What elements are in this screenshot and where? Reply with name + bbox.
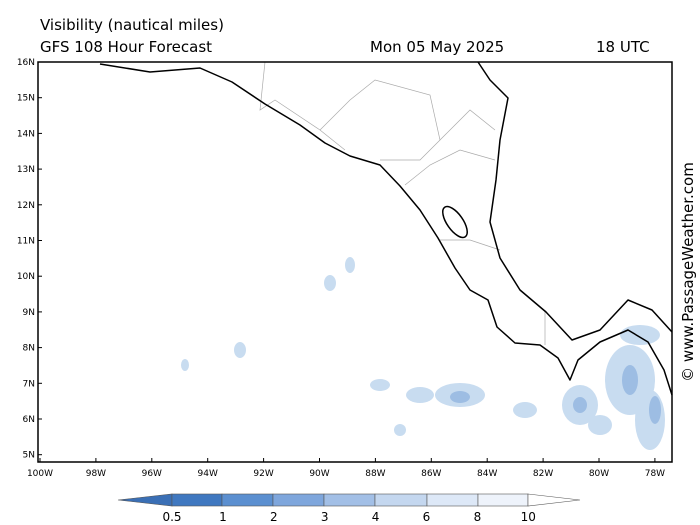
lat-label: 7N <box>23 379 35 389</box>
time: 18 UTC <box>596 38 650 56</box>
lon-label: 94W <box>198 469 218 479</box>
lon-label: 100W <box>27 469 53 479</box>
subtitle: GFS 108 Hour Forecast <box>40 38 212 56</box>
lat-label: 13N <box>17 165 35 175</box>
lat-label: 8N <box>23 344 35 354</box>
lat-label: 9N <box>23 308 35 318</box>
lon-label: 82W <box>533 469 553 479</box>
lon-label: 80W <box>589 469 609 479</box>
lon-label: 96W <box>142 469 162 479</box>
lon-label: 98W <box>86 469 106 479</box>
colorbar-label: 2 <box>270 510 278 524</box>
date: Mon 05 May 2025 <box>370 38 504 56</box>
title: Visibility (nautical miles) <box>40 16 224 34</box>
lat-label: 11N <box>17 237 35 247</box>
credit: © www.PassageWeather.com <box>679 162 697 382</box>
colorbar-label: 3 <box>321 510 329 524</box>
lon-label: 78W <box>645 469 665 479</box>
colorbar-label: 8 <box>474 510 482 524</box>
lon-label: 84W <box>477 469 497 479</box>
lat-label: 10N <box>17 272 35 282</box>
lat-label: 16N <box>17 58 35 68</box>
visibility-core <box>450 365 661 424</box>
lon-label: 86W <box>421 469 441 479</box>
lat-label: 6N <box>23 415 35 425</box>
lat-label: 12N <box>17 201 35 211</box>
lon-label: 88W <box>365 469 385 479</box>
borders <box>259 61 546 345</box>
coastline <box>99 61 673 396</box>
colorbar-label: 6 <box>423 510 431 524</box>
visibility-field <box>181 257 665 450</box>
lat-label: 15N <box>17 94 35 104</box>
colorbar-label: 4 <box>372 510 380 524</box>
lat-label: 5N <box>23 451 35 461</box>
lon-label: 92W <box>253 469 273 479</box>
colorbar <box>117 493 581 507</box>
map-frame <box>37 61 673 463</box>
lat-label: 14N <box>17 129 35 139</box>
colorbar-label: 10 <box>521 510 536 524</box>
colorbar-label: 0.5 <box>162 510 181 524</box>
colorbar-label: 1 <box>219 510 227 524</box>
lon-label: 90W <box>309 469 329 479</box>
